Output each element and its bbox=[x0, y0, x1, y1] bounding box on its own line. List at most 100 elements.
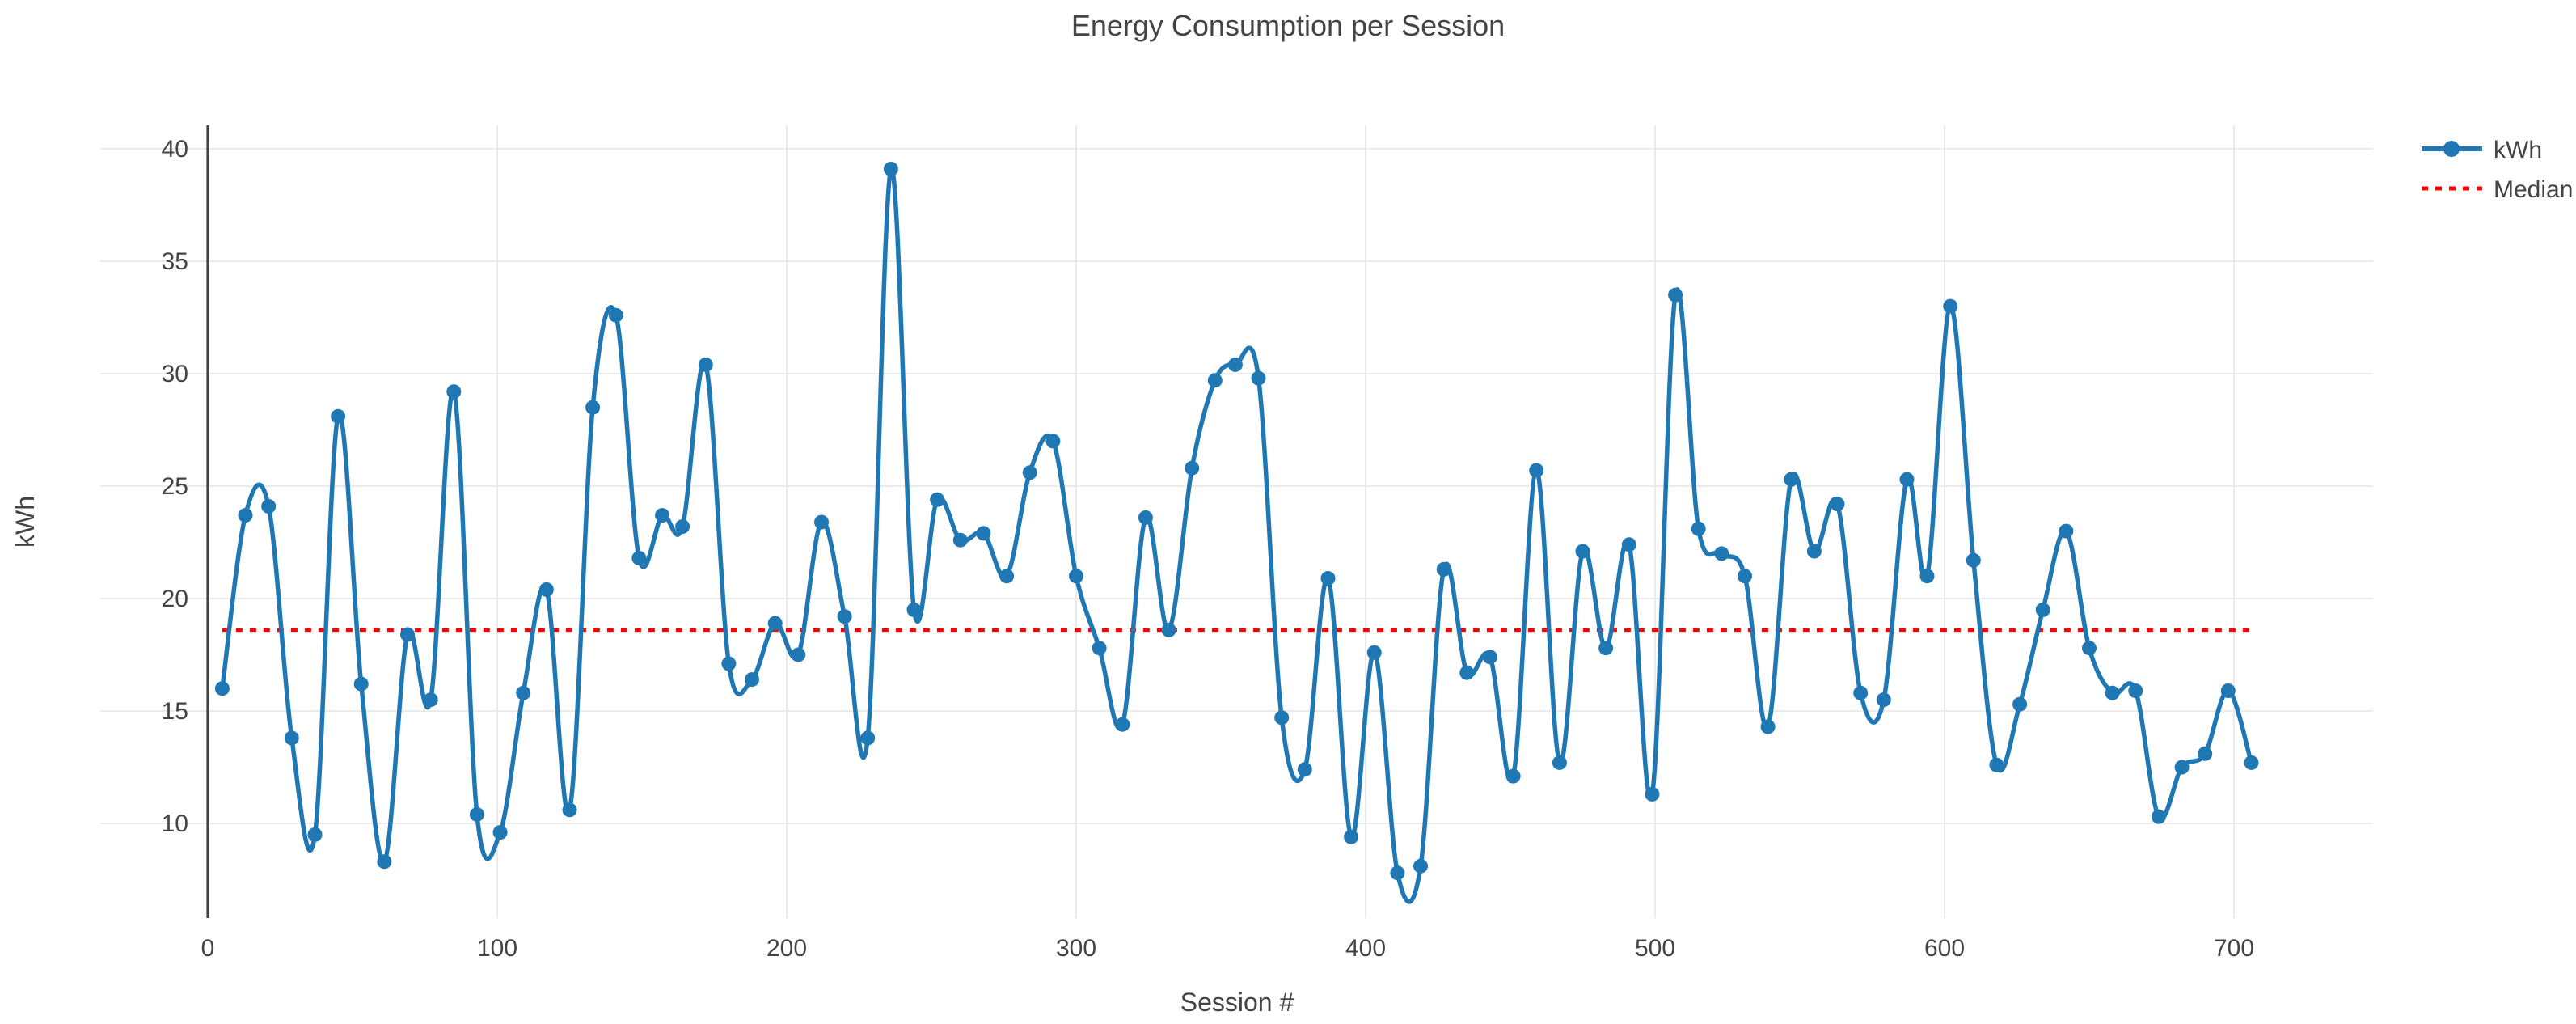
data-point[interactable] bbox=[767, 616, 783, 631]
data-point[interactable] bbox=[1989, 757, 2004, 772]
data-point[interactable] bbox=[2151, 809, 2166, 824]
data-point[interactable] bbox=[2244, 755, 2259, 770]
data-point[interactable] bbox=[1552, 755, 1567, 770]
data-point[interactable] bbox=[261, 499, 277, 514]
data-point[interactable] bbox=[1966, 552, 1981, 568]
kwh-line-path[interactable] bbox=[220, 166, 2254, 904]
y-tick-25: 25 bbox=[162, 473, 188, 500]
data-point[interactable] bbox=[469, 806, 484, 822]
data-point[interactable] bbox=[745, 672, 759, 688]
data-point[interactable] bbox=[1621, 537, 1636, 552]
data-point[interactable] bbox=[1251, 370, 1266, 386]
kwh-series-line[interactable] bbox=[220, 166, 2254, 904]
data-point[interactable] bbox=[1297, 762, 1312, 777]
data-point[interactable] bbox=[2082, 641, 2097, 656]
data-point[interactable] bbox=[1045, 434, 1061, 449]
data-point[interactable] bbox=[1459, 665, 1475, 680]
data-point[interactable] bbox=[400, 627, 415, 642]
y-tick-40: 40 bbox=[162, 136, 188, 163]
data-point[interactable] bbox=[675, 519, 690, 534]
data-point[interactable] bbox=[2105, 685, 2120, 700]
data-point[interactable] bbox=[538, 582, 554, 597]
data-point[interactable] bbox=[1022, 465, 1037, 480]
data-point[interactable] bbox=[2174, 760, 2190, 775]
data-point[interactable] bbox=[516, 685, 531, 700]
data-point[interactable] bbox=[1575, 544, 1590, 559]
data-point[interactable] bbox=[1227, 357, 1243, 372]
data-point[interactable] bbox=[976, 526, 991, 541]
data-point[interactable] bbox=[214, 681, 230, 696]
data-point[interactable] bbox=[1390, 865, 1405, 881]
data-point[interactable] bbox=[1115, 717, 1130, 732]
data-point[interactable] bbox=[1092, 641, 1107, 656]
data-point[interactable] bbox=[1185, 460, 1200, 476]
kwh-data-points[interactable] bbox=[214, 162, 2259, 881]
data-point[interactable] bbox=[721, 656, 737, 671]
data-point[interactable] bbox=[1876, 692, 1891, 708]
data-point[interactable] bbox=[1069, 569, 1083, 584]
data-point[interactable] bbox=[1645, 786, 1660, 802]
data-point[interactable] bbox=[284, 730, 299, 746]
data-point[interactable] bbox=[1138, 510, 1153, 525]
data-point[interactable] bbox=[2035, 602, 2050, 617]
data-point[interactable] bbox=[1806, 544, 1822, 559]
data-point[interactable] bbox=[1161, 622, 1176, 637]
data-point[interactable] bbox=[1853, 685, 1869, 700]
data-point[interactable] bbox=[353, 676, 369, 692]
data-point[interactable] bbox=[446, 384, 462, 400]
data-point[interactable] bbox=[1691, 521, 1706, 536]
legend-item-median[interactable]: Median bbox=[2422, 176, 2573, 203]
data-point[interactable] bbox=[1529, 463, 1544, 478]
data-point[interactable] bbox=[1413, 858, 1428, 874]
y-tick-35: 35 bbox=[162, 248, 188, 275]
data-point[interactable] bbox=[1668, 287, 1683, 303]
data-point[interactable] bbox=[2059, 523, 2074, 539]
data-point[interactable] bbox=[238, 508, 253, 523]
data-point[interactable] bbox=[2128, 683, 2143, 698]
data-point[interactable] bbox=[1482, 650, 1497, 665]
data-point[interactable] bbox=[2220, 683, 2236, 698]
data-point[interactable] bbox=[307, 827, 323, 842]
data-point[interactable] bbox=[1436, 561, 1451, 577]
data-point[interactable] bbox=[1784, 472, 1799, 487]
data-point[interactable] bbox=[1760, 719, 1776, 734]
y-axis-tick-labels: 10 15 20 25 30 35 40 bbox=[162, 136, 188, 837]
data-point[interactable] bbox=[1207, 373, 1223, 388]
data-point[interactable] bbox=[1598, 641, 1614, 656]
data-point[interactable] bbox=[1366, 645, 1382, 660]
data-point[interactable] bbox=[952, 532, 968, 548]
data-point[interactable] bbox=[1899, 472, 1915, 487]
data-point[interactable] bbox=[837, 609, 852, 624]
data-point[interactable] bbox=[377, 854, 392, 870]
data-point[interactable] bbox=[1505, 768, 1521, 784]
data-point[interactable] bbox=[492, 825, 508, 840]
data-point[interactable] bbox=[2012, 696, 2028, 712]
data-point[interactable] bbox=[331, 408, 346, 424]
data-point[interactable] bbox=[814, 514, 829, 530]
data-point[interactable] bbox=[1830, 497, 1845, 512]
data-point[interactable] bbox=[423, 692, 438, 708]
y-tick-30: 30 bbox=[162, 361, 188, 387]
data-point[interactable] bbox=[883, 162, 898, 176]
data-point[interactable] bbox=[2198, 746, 2213, 761]
data-point[interactable] bbox=[930, 492, 945, 507]
data-point[interactable] bbox=[562, 802, 577, 818]
data-point[interactable] bbox=[1714, 546, 1729, 561]
data-point[interactable] bbox=[585, 400, 601, 415]
data-point[interactable] bbox=[999, 569, 1015, 584]
data-point[interactable] bbox=[1344, 829, 1359, 844]
data-point[interactable] bbox=[608, 307, 623, 323]
data-point[interactable] bbox=[1738, 569, 1752, 584]
data-point[interactable] bbox=[631, 551, 647, 565]
data-point[interactable] bbox=[860, 730, 876, 746]
data-point[interactable] bbox=[655, 508, 670, 523]
legend-item-kwh[interactable]: kWh bbox=[2422, 137, 2542, 163]
data-point[interactable] bbox=[791, 647, 806, 662]
data-point[interactable] bbox=[906, 602, 922, 617]
data-point[interactable] bbox=[1943, 298, 1958, 314]
data-point[interactable] bbox=[1919, 569, 1935, 584]
data-point[interactable] bbox=[1320, 571, 1336, 586]
data-point[interactable] bbox=[1274, 710, 1290, 726]
data-point[interactable] bbox=[698, 357, 713, 372]
